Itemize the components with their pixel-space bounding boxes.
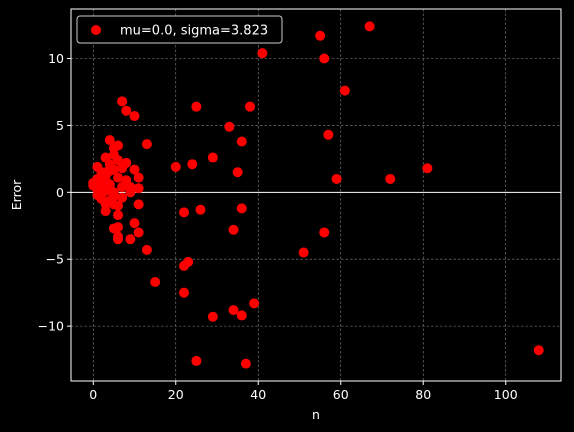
x-tick-label: 20 [168,387,184,402]
data-point [133,172,144,183]
legend-box [76,15,283,44]
plot-frame [70,8,562,382]
data-point [315,30,326,41]
data-point [319,227,330,238]
data-point [113,222,124,233]
data-point [207,152,218,163]
data-point [117,192,128,203]
x-tick-label: 100 [494,387,518,402]
data-point [141,244,152,255]
data-point [224,121,235,132]
data-point [319,53,330,64]
data-point [121,105,132,116]
data-point [141,139,152,150]
data-point [150,276,161,287]
data-point [298,247,309,258]
data-point [125,187,136,198]
y-tick-label: 0 [56,185,64,200]
legend-label: mu=0.0, sigma=3.823 [120,24,268,39]
y-axis: −10 −5 0 5 10 [38,51,71,334]
data-point [245,101,256,112]
data-point [108,187,119,198]
data-point [533,345,544,356]
data-point [113,155,124,166]
y-tick-label: 5 [56,118,64,133]
data-point [104,179,115,190]
data-point [170,161,181,172]
data-point [207,311,218,322]
data-point [385,173,396,184]
x-tick-label: 80 [415,387,431,402]
data-point [113,200,124,211]
data-point [228,305,239,316]
data-point [323,129,334,140]
data-point [240,358,251,369]
data-point [232,167,243,178]
x-tick-label: 60 [333,387,349,402]
data-point [249,298,260,309]
legend: mu=0.0, sigma=3.823 [76,15,283,44]
data-point [183,256,194,267]
data-point [113,172,124,183]
y-tick-label: 10 [48,51,64,66]
data-point [191,101,202,112]
x-axis: 0 20 40 60 80 100 [89,381,518,402]
data-point [257,48,268,59]
data-point [331,173,342,184]
data-point [236,136,247,147]
data-point [108,164,119,175]
data-point [195,204,206,215]
data-point [133,199,144,210]
data-point [113,140,124,151]
data-point [236,310,247,321]
data-point [100,206,111,217]
data-point [191,355,202,366]
data-point [236,203,247,214]
y-axis-label: Error [9,179,24,210]
data-point [113,210,124,221]
y-tick-label: −5 [46,252,64,267]
data-point [113,234,124,245]
data-point [364,21,375,32]
data-point [187,159,198,170]
y-tick-label: −10 [38,319,64,334]
data-point [339,85,350,96]
data-point [129,218,140,229]
legend-marker [91,25,101,35]
data-point [179,287,190,298]
data-point [125,234,136,245]
data-point [104,135,115,146]
data-point [117,96,128,107]
grid [71,9,561,381]
data-point [133,227,144,238]
x-tick-label: 0 [89,387,97,402]
data-point [228,224,239,235]
data-point [121,157,132,168]
x-tick-label: 40 [250,387,266,402]
data-point [129,164,140,175]
data-point [133,183,144,194]
x-axis-label: n [312,407,320,422]
data-points [88,21,544,369]
data-point [422,163,433,174]
data-point [129,111,140,122]
data-point [179,207,190,218]
